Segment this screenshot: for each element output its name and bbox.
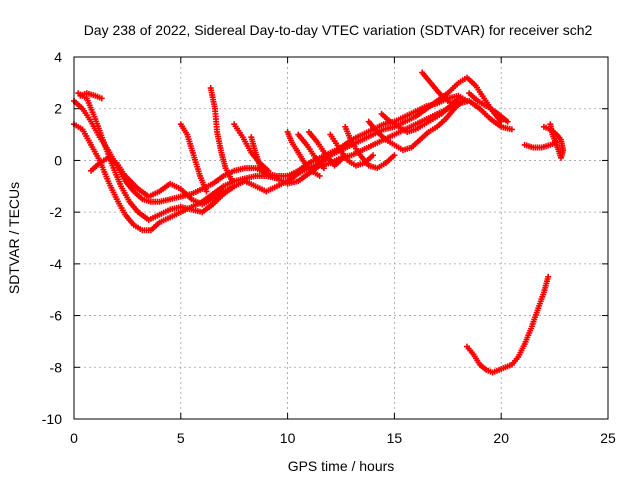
grid-lines xyxy=(74,57,608,419)
y-tick-label: -4 xyxy=(50,256,63,272)
y-tick-label: -8 xyxy=(50,359,63,375)
y-axis-label: SDTVAR / TECUs xyxy=(6,182,22,294)
data-point xyxy=(504,118,511,125)
plot-frame xyxy=(73,56,609,420)
x-tick-label: 10 xyxy=(280,430,296,446)
series-track-6 xyxy=(177,121,210,195)
data-point xyxy=(455,95,462,102)
data-point xyxy=(263,172,270,179)
data-point xyxy=(545,273,552,280)
x-tick-label: 20 xyxy=(493,430,509,446)
y-tick-labels: -10 -8 -6 -4 -2 0 2 4 xyxy=(42,49,62,427)
data-series xyxy=(71,69,567,376)
series-track-12 xyxy=(305,128,347,169)
data-point xyxy=(265,167,272,174)
data-point xyxy=(203,188,210,195)
y-tick-label: -6 xyxy=(50,308,63,324)
y-tick-label: 0 xyxy=(54,152,62,168)
data-point xyxy=(453,103,460,110)
series-track-20 xyxy=(540,121,567,161)
data-point xyxy=(320,165,327,172)
series-track-10 xyxy=(284,128,323,179)
y-tick-label: 2 xyxy=(54,101,62,117)
series-track-4 xyxy=(77,90,105,102)
series-track-11 xyxy=(295,131,327,172)
data-point xyxy=(498,118,505,125)
x-tick-labels: 0 5 10 15 20 25 xyxy=(70,430,616,446)
x-tick-label: 5 xyxy=(177,430,185,446)
x-tick-label: 15 xyxy=(387,430,403,446)
data-point xyxy=(98,95,105,102)
series-track-7 xyxy=(207,85,236,185)
data-point xyxy=(547,121,554,128)
x-axis-label: GPS time / hours xyxy=(288,458,395,474)
series-track-17 xyxy=(419,69,460,110)
y-tick-label: -2 xyxy=(50,204,63,220)
x-tick-label: 0 xyxy=(70,430,78,446)
data-point xyxy=(231,183,238,190)
series-track-9 xyxy=(248,134,270,179)
series-track-18 xyxy=(466,90,511,125)
series-track-21 xyxy=(464,273,552,376)
data-point xyxy=(459,97,466,104)
data-point xyxy=(316,172,323,179)
y-tick-label: -10 xyxy=(42,411,62,427)
series-track-14 xyxy=(342,123,398,172)
x-tick-label: 25 xyxy=(600,430,616,446)
axis-ticks xyxy=(73,56,609,420)
y-tick-label: 4 xyxy=(54,49,62,65)
data-point xyxy=(508,126,515,133)
series-track-5 xyxy=(88,154,238,208)
data-point xyxy=(370,152,377,159)
data-point xyxy=(229,178,236,185)
chart-title: Day 238 of 2022, Sidereal Day-to-day VTE… xyxy=(84,22,593,38)
data-point xyxy=(391,152,398,159)
